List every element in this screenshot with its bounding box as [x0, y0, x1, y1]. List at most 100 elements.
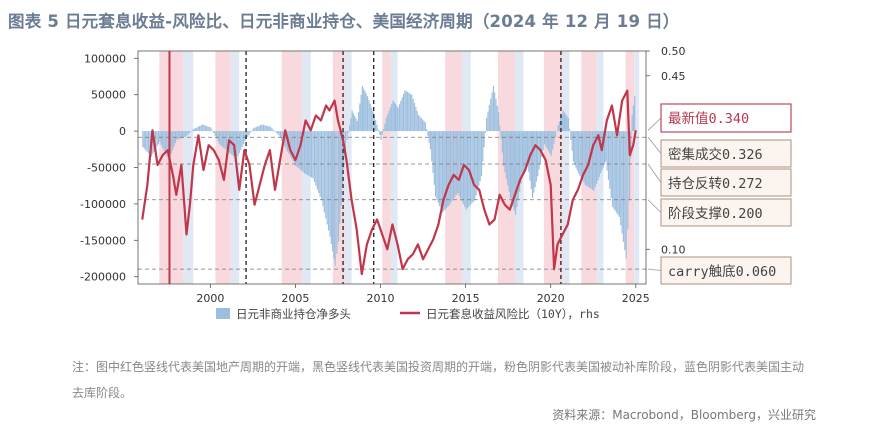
annotation-box	[660, 198, 792, 227]
position-bar	[250, 131, 252, 133]
position-bar	[351, 110, 353, 132]
position-bar	[274, 131, 276, 132]
position-bar	[606, 131, 608, 171]
position-bar	[183, 131, 185, 138]
position-bar	[328, 131, 330, 231]
position-bar	[580, 131, 582, 178]
position-bar	[269, 126, 272, 132]
position-bar	[602, 131, 604, 168]
position-bar	[590, 131, 592, 189]
position-bar	[257, 126, 259, 132]
position-bar	[309, 131, 311, 177]
position-bar	[145, 131, 147, 151]
position-bar	[616, 131, 618, 213]
position-bar	[244, 131, 246, 142]
position-bar	[291, 131, 293, 159]
position-bar	[346, 131, 348, 140]
position-bar	[393, 102, 395, 132]
annotation-box	[660, 256, 792, 285]
position-bar	[528, 131, 530, 172]
position-bar	[570, 131, 572, 140]
left-tick-label: -150000	[80, 234, 126, 247]
legend-label-bars: 日元非商业持仓净多头	[236, 307, 351, 321]
position-bar	[422, 119, 424, 132]
position-bar	[361, 85, 363, 132]
position-bar	[561, 114, 563, 132]
position-bar	[318, 131, 320, 193]
position-bar	[622, 131, 625, 242]
position-bar	[436, 131, 438, 200]
position-bar	[315, 131, 317, 186]
position-bar	[537, 131, 539, 177]
position-bar	[620, 131, 622, 226]
position-bar	[541, 131, 543, 158]
annotation-box	[660, 139, 792, 168]
position-bar	[296, 131, 299, 168]
position-bar	[172, 131, 174, 151]
position-bar	[207, 126, 209, 132]
position-bar	[474, 131, 476, 201]
position-bar	[491, 92, 493, 132]
position-bar	[431, 131, 433, 162]
position-bar	[412, 98, 414, 132]
position-bar	[479, 131, 481, 182]
position-bar	[443, 131, 445, 212]
position-bar	[308, 131, 310, 176]
position-bar	[557, 125, 559, 132]
position-bar	[507, 131, 509, 186]
position-bar	[180, 131, 182, 139]
blue-shade-band	[183, 51, 194, 284]
position-bar	[562, 110, 564, 132]
left-tick-label: 0	[119, 125, 126, 138]
position-bar	[497, 112, 500, 132]
position-bar	[206, 125, 208, 132]
position-bar	[509, 131, 512, 199]
position-bar	[484, 131, 486, 133]
position-bar	[419, 116, 421, 132]
position-bar	[627, 131, 629, 230]
position-bar	[254, 127, 256, 132]
position-bar	[272, 129, 274, 132]
position-bar	[252, 128, 255, 132]
position-bar	[170, 131, 172, 154]
position-bar	[577, 131, 580, 174]
position-bar	[143, 131, 145, 149]
right-tick-label: 0.45	[661, 70, 686, 83]
position-bar	[396, 105, 398, 132]
position-bar	[264, 125, 266, 132]
position-bar	[630, 131, 632, 158]
position-bar	[496, 105, 498, 132]
position-bar	[376, 124, 378, 132]
position-bar	[624, 131, 626, 251]
position-bar	[354, 115, 356, 132]
position-bar	[494, 92, 496, 132]
position-bar	[217, 131, 219, 142]
position-bar	[595, 131, 598, 184]
position-bar	[516, 131, 518, 208]
position-bar	[476, 131, 479, 191]
position-bar	[523, 131, 525, 173]
position-bar	[614, 131, 616, 211]
legend-label-line: 日元套息收益风险比（10Y），rhs	[426, 307, 600, 321]
position-bar	[547, 131, 550, 152]
position-bar	[503, 131, 505, 167]
position-bar	[429, 131, 432, 150]
x-tick-label: 2020	[537, 292, 565, 305]
position-bar	[184, 131, 187, 137]
position-bar	[329, 131, 331, 237]
position-bar	[200, 125, 202, 132]
position-bar	[524, 131, 526, 170]
position-bar	[546, 131, 548, 149]
position-bar	[469, 131, 472, 205]
position-bar	[411, 94, 413, 132]
position-bar	[268, 126, 270, 132]
position-bar	[486, 117, 488, 132]
position-bar	[433, 131, 435, 185]
position-bar	[440, 131, 442, 210]
position-bar	[191, 130, 194, 132]
position-bar	[363, 88, 365, 132]
position-bar	[432, 131, 434, 173]
position-bar	[330, 131, 332, 244]
position-bar	[278, 131, 280, 136]
